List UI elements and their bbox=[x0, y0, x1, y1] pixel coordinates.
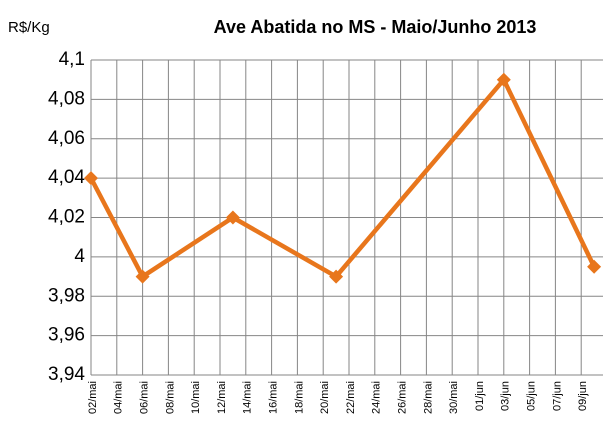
y-tick-label: 4 bbox=[74, 246, 85, 267]
x-tick-label: 06/mai bbox=[139, 381, 151, 414]
x-tick-label: 30/mai bbox=[448, 381, 460, 414]
x-tick-label: 08/mai bbox=[164, 381, 176, 414]
x-tick-label: 01/jun bbox=[474, 381, 486, 411]
y-tick-label: 4,04 bbox=[48, 167, 85, 188]
data-point bbox=[587, 259, 602, 274]
x-tick-label: 07/jun bbox=[551, 381, 563, 411]
x-tick-label: 26/mai bbox=[397, 381, 409, 414]
x-tick-label: 12/mai bbox=[216, 381, 228, 414]
data-line bbox=[89, 77, 597, 279]
x-tick-label: 24/mai bbox=[371, 381, 383, 414]
data-point bbox=[496, 72, 511, 87]
y-tick-label: 4,1 bbox=[59, 49, 85, 70]
x-tick-label: 10/mai bbox=[190, 381, 202, 414]
x-tick-label: 05/jun bbox=[526, 381, 538, 411]
y-tick-label: 4,02 bbox=[48, 207, 85, 228]
y-axis-label: R$/Kg bbox=[8, 19, 50, 36]
x-tick-label: 18/mai bbox=[293, 381, 305, 414]
x-tick-label: 20/mai bbox=[319, 381, 331, 414]
x-tick-label: 03/jun bbox=[500, 381, 512, 411]
x-tick-label: 09/jun bbox=[577, 381, 589, 411]
data-point bbox=[84, 171, 98, 186]
y-tick-label: 4,08 bbox=[48, 88, 85, 109]
x-tick-label: 14/mai bbox=[242, 381, 254, 414]
data-point bbox=[135, 269, 150, 284]
x-tick-label: 04/mai bbox=[113, 381, 125, 414]
x-tick-label: 28/mai bbox=[422, 381, 434, 414]
x-tick-label: 02/mai bbox=[87, 381, 99, 414]
y-tick-label: 3,96 bbox=[48, 325, 85, 346]
y-tick-label: 3,98 bbox=[48, 285, 85, 306]
data-point bbox=[225, 210, 240, 225]
data-point bbox=[329, 269, 344, 284]
x-tick-label: 16/mai bbox=[268, 381, 280, 414]
chart-title: Ave Abatida no MS - Maio/Junho 2013 bbox=[214, 17, 537, 37]
y-tick-label: 4,06 bbox=[48, 128, 85, 149]
y-tick-label: 3,94 bbox=[48, 364, 85, 385]
x-tick-label: 22/mai bbox=[345, 381, 357, 414]
